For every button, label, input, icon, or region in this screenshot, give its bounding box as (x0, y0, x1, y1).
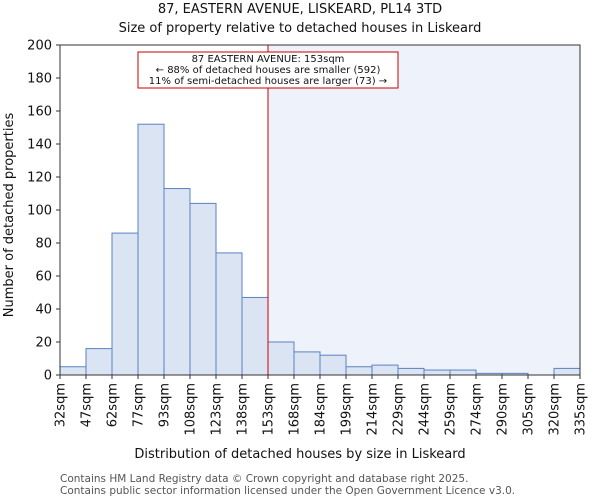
x-tick-label: 93sqm (158, 383, 173, 427)
y-tick-label: 60 (35, 270, 52, 285)
y-tick-label: 200 (27, 39, 52, 54)
bar-108sqm (189, 202, 217, 376)
y-tick-label: 140 (27, 138, 52, 153)
chart-subtitle: Size of property relative to detached ho… (119, 21, 482, 36)
bar-77sqm (137, 123, 165, 376)
y-axis-label: Number of detached properties (2, 113, 17, 318)
chart-title: 87, EASTERN AVENUE, LISKEARD, PL14 3TD (158, 2, 442, 17)
x-tick-label: 123sqm (210, 383, 225, 436)
y-tick-label: 0 (44, 369, 52, 384)
bar-168sqm (293, 351, 321, 376)
x-tick-label: 244sqm (418, 383, 433, 436)
highlight-region (268, 45, 580, 375)
x-tick-label: 335sqm (574, 383, 589, 436)
annotation-border (137, 51, 399, 89)
y-tick-label: 20 (35, 336, 52, 351)
x-tick-label: 47sqm (80, 383, 95, 427)
bar-229sqm (397, 367, 425, 376)
annotation-line-2: ← 88% of detached houses are smaller (59… (156, 65, 381, 76)
x-tick-label: 77sqm (132, 383, 147, 427)
bar-47sqm (85, 348, 113, 376)
x-tick-label: 320sqm (548, 383, 563, 436)
x-tick-label: 259sqm (444, 383, 459, 436)
x-tick-label: 305sqm (522, 383, 537, 436)
y-tick-label: 180 (27, 72, 52, 87)
axes-layer: 0 20 40 60 80 100 120 140 160 180 200 32sqm 47sqm 62s… (27, 39, 588, 436)
x-tick-label: 229sqm (392, 383, 407, 436)
x-tick-label: 199sqm (340, 383, 355, 436)
bar-320sqm (553, 367, 581, 376)
x-tick-label: 168sqm (288, 383, 303, 436)
bar-199sqm (345, 366, 373, 376)
x-tick-label: 184sqm (314, 383, 329, 436)
annotation-line-1: 87 EASTERN AVENUE: 153sqm (192, 54, 345, 65)
x-tick-label: 214sqm (366, 383, 381, 436)
bar-214sqm (371, 364, 399, 376)
bar-32sqm (59, 366, 87, 376)
y-tick-label: 100 (27, 204, 52, 219)
x-axis-label: Distribution of detached houses by size … (134, 447, 465, 462)
bar-259sqm (449, 369, 477, 376)
x-tick-label: 290sqm (496, 383, 511, 436)
y-tick-label: 80 (35, 237, 52, 252)
bar-244sqm (423, 369, 451, 376)
bar-62sqm (111, 232, 139, 376)
bar-123sqm (215, 252, 243, 376)
x-tick-label: 274sqm (470, 383, 485, 436)
x-tick-label: 108sqm (184, 383, 199, 436)
x-tick-label: 62sqm (106, 383, 121, 427)
y-tick-label: 160 (27, 105, 52, 120)
annotation-box: 87 EASTERN AVENUE: 153sqm ← 88% of detac… (137, 51, 399, 89)
bar-184sqm (319, 354, 347, 376)
x-tick-label: 32sqm (54, 383, 69, 427)
footer-line-2: Contains public sector information licen… (60, 485, 515, 497)
highlight-layer (268, 45, 580, 375)
y-tick-label: 120 (27, 171, 52, 186)
x-tick-label: 138sqm (236, 383, 251, 436)
x-tick-label: 153sqm (262, 383, 277, 436)
bar-138sqm (241, 296, 269, 376)
bar-153sqm (267, 341, 295, 376)
footer-line-1: Contains HM Land Registry data © Crown c… (60, 473, 468, 485)
bars-layer (59, 123, 581, 376)
bar-93sqm (163, 188, 191, 376)
annotation-line-3: 11% of semi-detached houses are larger (… (149, 76, 387, 87)
y-tick-label: 40 (35, 303, 52, 318)
